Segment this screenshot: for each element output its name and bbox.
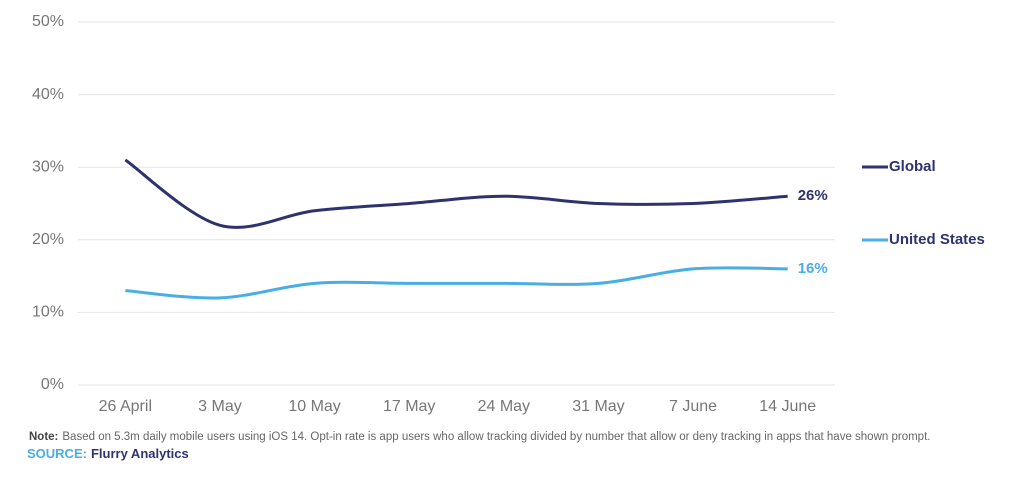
x-tick-label: 26 April [99,398,152,415]
note-text: Based on 5.3m daily mobile users using i… [62,431,930,443]
y-tick-label: 50% [32,13,64,30]
source-text: Flurry Analytics [91,446,189,461]
y-tick-label: 0% [41,376,64,393]
legend-label: Global [889,158,936,175]
x-tick-label: 10 May [288,398,340,415]
value-label: 26% [798,187,828,204]
x-tick-label: 7 June [669,398,717,415]
x-tick-label: 24 May [478,398,530,415]
x-tick-label: 3 May [198,398,242,415]
note: Note: Based on 5.3m daily mobile users us… [29,431,930,443]
y-tick-label: 40% [32,86,64,103]
y-tick-label: 10% [32,304,64,321]
series-line [125,266,788,300]
source: SOURCE: Flurry Analytics [27,446,189,461]
note-label: Note: [29,431,58,443]
value-label: 16% [798,260,828,277]
x-tick-label: 31 May [572,398,624,415]
series-line [124,158,788,229]
source-label: SOURCE: [27,446,87,461]
x-tick-label: 14 June [759,398,816,415]
y-tick-label: 30% [32,158,64,175]
legend-label: United States [889,231,985,248]
x-tick-label: 17 May [383,398,435,415]
y-tick-label: 20% [32,231,64,248]
